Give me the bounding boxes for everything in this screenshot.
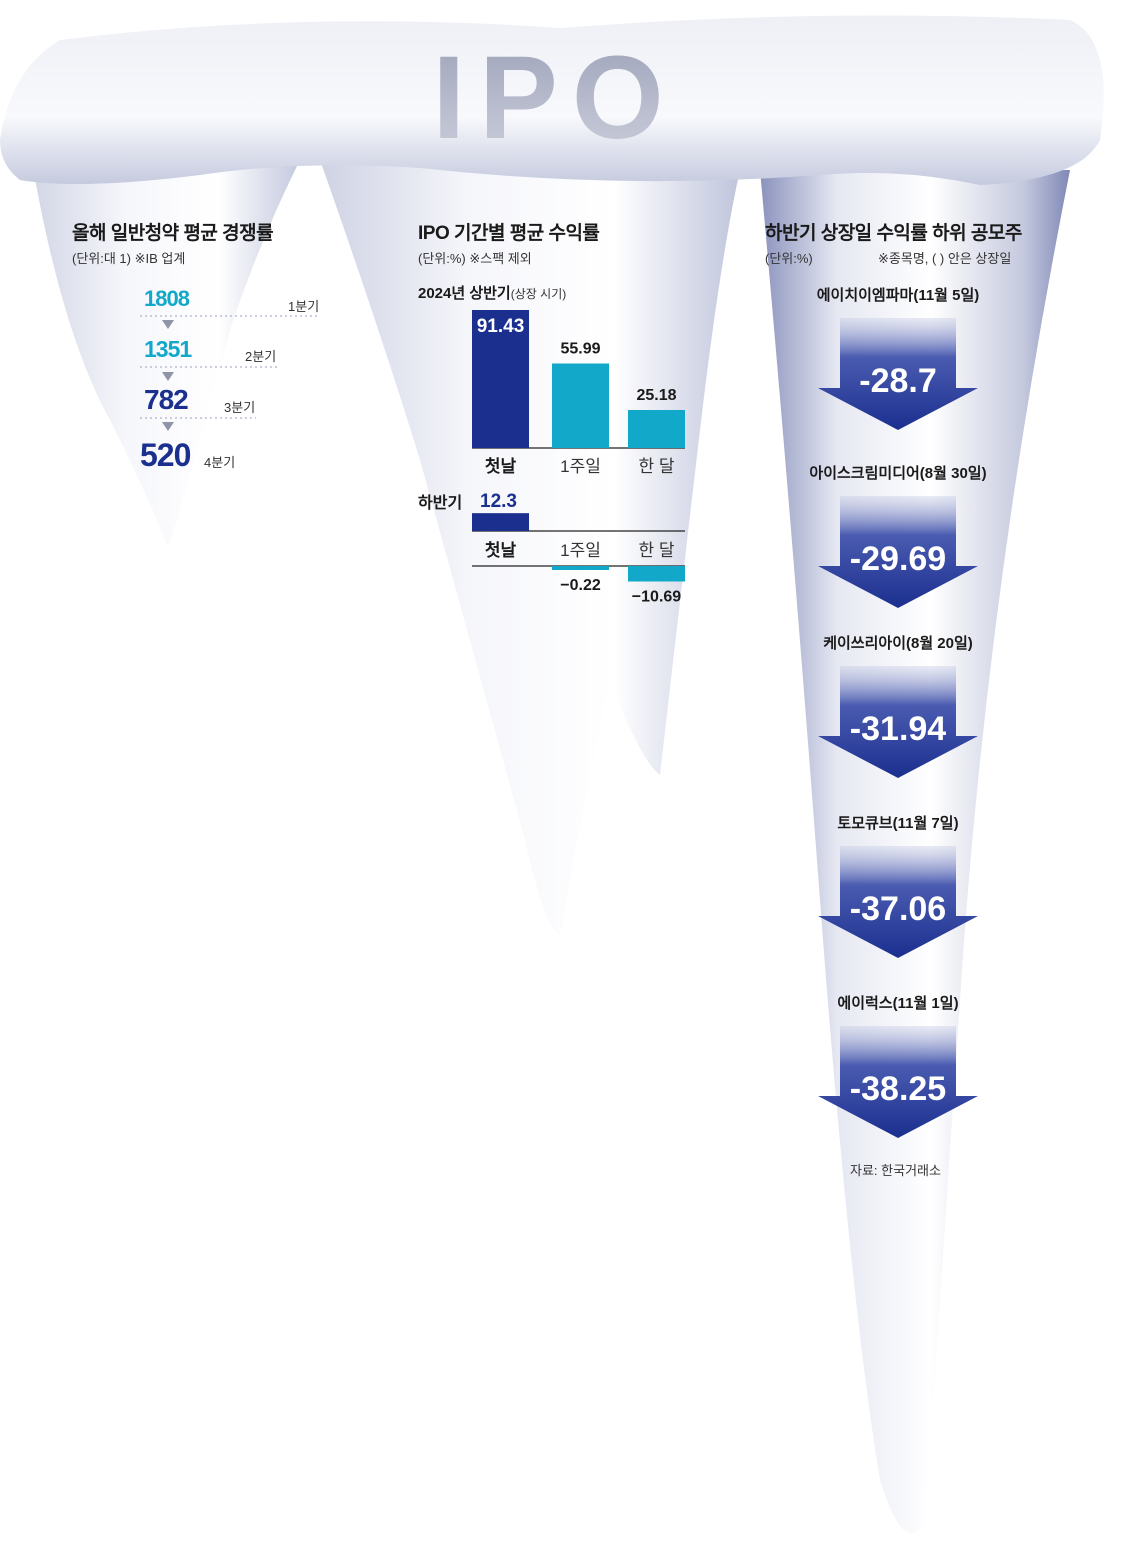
stock-name-label: 케이쓰리아이(8월 20일): [823, 635, 973, 652]
ipo-logo: IPO: [432, 32, 677, 164]
quarter-label: 3분기: [224, 400, 256, 415]
bottom-stocks-note: ※종목명, ( ) 안은 상장일: [878, 251, 1012, 266]
stock-name-label: 에이럭스(11월 1일): [837, 994, 958, 1012]
down-triangle-icon: [162, 372, 174, 381]
quarter-value: 520: [140, 437, 191, 473]
bottom-stocks-title: 하반기 상장일 수익률 하위 공모주: [765, 223, 1022, 244]
bar: [628, 566, 685, 582]
returns-unit-note: (단위:%) ※스팩 제외: [418, 251, 532, 266]
first-half-heading: 2024년 상반기(상장 시기): [418, 282, 566, 303]
quarter-label: 2분기: [245, 349, 277, 364]
bar: [472, 310, 529, 448]
category-label: 1주일: [560, 457, 601, 476]
quarter-value: 1351: [144, 336, 192, 362]
down-triangle-icon: [162, 320, 174, 329]
stock-return-value: -37.06: [850, 890, 946, 928]
category-label: 한 달: [638, 457, 674, 476]
bottom-stocks-unit: (단위:%): [765, 251, 813, 266]
quarter-label: 1분기: [288, 299, 320, 314]
first-half-label: 2024년 상반기: [418, 285, 511, 302]
second-half-label: 하반기: [418, 495, 463, 512]
first-half-note: (상장 시기): [510, 287, 567, 301]
returns-title: IPO 기간별 평균 수익률: [418, 223, 600, 244]
bar: [552, 566, 609, 570]
down-triangle-icon: [162, 422, 174, 431]
bar-value-label: 55.99: [560, 340, 600, 357]
stock-return-value: -29.69: [850, 540, 946, 578]
stock-name-label: 아이스크림미디어(8월 30일): [809, 464, 986, 482]
category-label: 1주일: [560, 541, 601, 560]
bar-value-label: 91.43: [477, 316, 525, 337]
bar-value-label: 12.3: [480, 491, 517, 512]
category-label: 첫날: [485, 456, 517, 476]
bar: [628, 409, 685, 448]
stock-name-label: 토모큐브(11월 7일): [837, 815, 958, 832]
stock-return-value: -38.25: [850, 1070, 946, 1108]
quarter-value: 1808: [144, 286, 190, 311]
stock-return-value: -28.7: [859, 362, 937, 400]
competition-unit-note: (단위:대 1) ※IB 업계: [72, 251, 186, 266]
stock-return-value: -31.94: [850, 710, 946, 748]
down-arrow-icon: [818, 846, 978, 958]
down-arrow-icon: [818, 1026, 978, 1138]
bar-value-label: −10.69: [632, 589, 681, 606]
ice-slab: [0, 15, 1104, 185]
competition-title: 올해 일반청약 평균 경쟁률: [72, 223, 274, 244]
stock-name-label: 에이치이엠파마(11월 5일): [817, 286, 980, 304]
bar: [552, 363, 609, 448]
bar-value-label: 25.18: [636, 387, 676, 404]
left-icicle: [30, 150, 300, 548]
down-arrow-icon: [818, 496, 978, 608]
down-arrow-icon: [818, 318, 978, 430]
down-arrow-icon: [818, 666, 978, 778]
bar-value-label: −0.22: [560, 577, 601, 594]
bar: [472, 513, 529, 531]
quarter-value: 782: [144, 384, 189, 415]
middle-icicle: [320, 160, 740, 935]
category-label: 한 달: [638, 541, 674, 560]
quarter-label: 4분기: [204, 455, 236, 470]
category-label: 첫날: [485, 540, 517, 560]
source-note: 자료: 한국거래소: [850, 1163, 941, 1178]
